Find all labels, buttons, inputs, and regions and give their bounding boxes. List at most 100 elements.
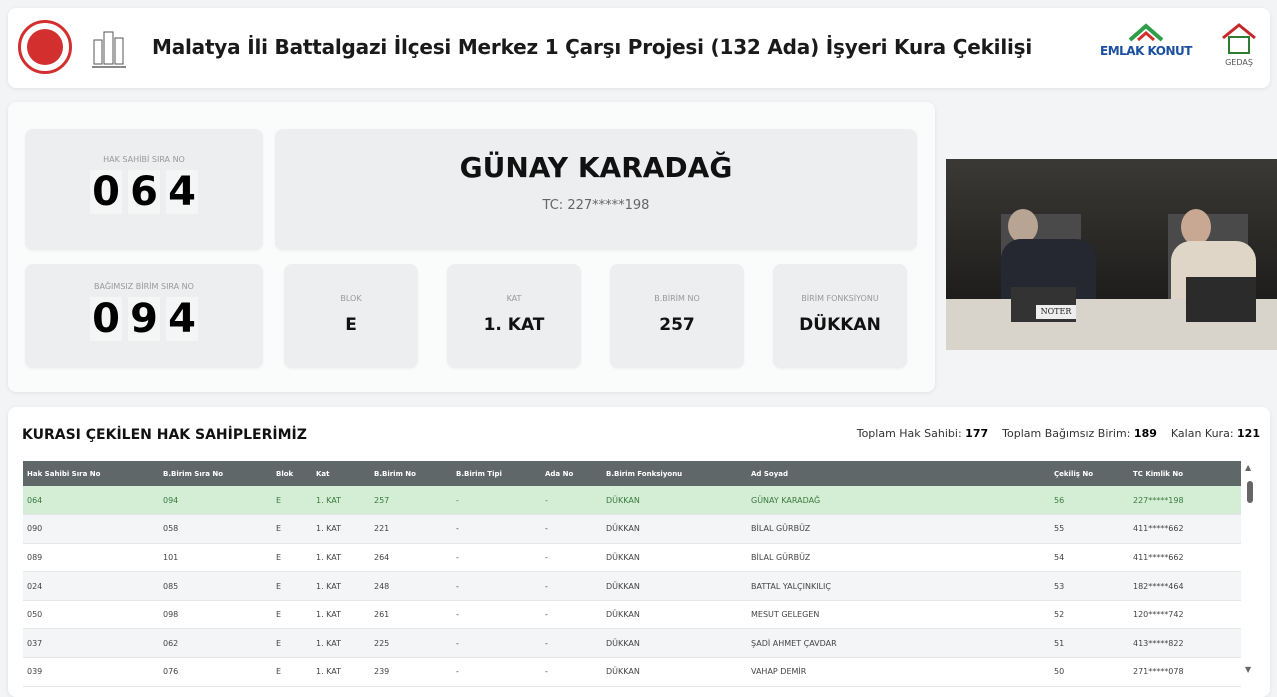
table-cell: -: [452, 543, 541, 573]
table-cell: 1. KAT: [312, 571, 370, 601]
table-cell: MESUT GELEGEN: [747, 600, 1050, 630]
table-cell: 54: [1050, 543, 1129, 573]
table-cell: VAHAP DEMİR: [747, 657, 1050, 687]
table-cell: -: [452, 628, 541, 659]
scrollbar[interactable]: ▲ ▼: [1244, 463, 1256, 683]
column-header: B.Birim Sıra No: [159, 461, 272, 486]
table-cell: DÜKKAN: [602, 543, 747, 573]
table-cell: -: [452, 514, 541, 544]
table-cell: BATTAL YALÇINKILIÇ: [747, 571, 1050, 601]
column-header: B.Birim No: [370, 461, 452, 486]
digit: 6: [128, 170, 160, 214]
table-cell: 225: [370, 628, 452, 659]
table-cell: 55: [1050, 514, 1129, 544]
stat-kalan-kura: Kalan Kura: 121: [1170, 427, 1260, 440]
table-title: KURASI ÇEKİLEN HAK SAHİPLERİMİZ: [22, 427, 307, 443]
header-bar: Malatya İli Battalgazi İlçesi Merkez 1 Ç…: [8, 8, 1270, 88]
table-cell: DÜKKAN: [602, 486, 747, 516]
digit: 4: [166, 297, 198, 341]
table-cell: 089: [23, 543, 159, 573]
table-cell: 411*****662: [1129, 514, 1241, 544]
detail-birim-no: B.BİRİM NO 257: [610, 264, 744, 368]
table-cell: 1. KAT: [312, 657, 370, 687]
table-cell: 53: [1050, 571, 1129, 601]
table-cell: 094: [159, 486, 272, 516]
table-cell: 090: [23, 514, 159, 544]
table-cell: DÜKKAN: [602, 571, 747, 601]
table-cell: E: [272, 514, 312, 544]
table-cell: -: [452, 657, 541, 687]
table-cell: 257: [370, 486, 452, 516]
hak-sahibi-card: HAK SAHİBİ SIRA NO 0 6 4: [25, 129, 263, 250]
table-cell: DÜKKAN: [602, 628, 747, 659]
table-cell: 52: [1050, 600, 1129, 630]
table-cell: 411*****662: [1129, 543, 1241, 573]
table-cell: E: [272, 657, 312, 687]
table-cell: BİLAL GÜRBÜZ: [747, 543, 1050, 573]
table-cell: DÜKKAN: [602, 600, 747, 630]
table-cell: 1. KAT: [312, 543, 370, 573]
table-row: 039 076 E 1. KAT 239- - DÜKKAN VAHAP DEMİR 50 271…: [23, 657, 1241, 687]
column-header: Ad Soyad: [747, 461, 1050, 486]
column-header: Blok: [272, 461, 312, 486]
table-cell: DÜKKAN: [602, 514, 747, 544]
table-cell: 037: [23, 628, 159, 659]
table-cell: 024: [23, 571, 159, 601]
table-cell: 062: [159, 628, 272, 659]
table-cell: 413*****822: [1129, 628, 1241, 659]
gedas-logo: GEDAŞ: [1216, 22, 1262, 72]
column-header: Ada No: [541, 461, 602, 486]
results-table: Hak Sahibi Sıra No B.Birim Sıra No Blok Kat…: [23, 461, 1241, 687]
table-row: 089 101 E 1. KAT 264- - DÜKKAN BİLAL GÜRBÜZ 54 41…: [23, 543, 1241, 573]
table-cell: 039: [23, 657, 159, 687]
live-video-feed: NOTER: [946, 159, 1277, 350]
drawn-list-panel: KURASI ÇEKİLEN HAK SAHİPLERİMİZ Toplam H…: [8, 407, 1270, 697]
table-cell: ŞADİ AHMET ÇAVDAR: [747, 628, 1050, 659]
emlak-konut-logo: EMLAK KONUT: [1094, 22, 1198, 74]
table-cell: 085: [159, 571, 272, 601]
table-cell: 56: [1050, 486, 1129, 516]
table-cell: -: [541, 657, 602, 687]
detail-blok: BLOK E: [284, 264, 418, 368]
digit: 0: [90, 170, 122, 214]
table-cell: 261: [370, 600, 452, 630]
table-cell: -: [541, 486, 602, 516]
table-cell: BİLAL GÜRBÜZ: [747, 514, 1050, 544]
table-cell: 1. KAT: [312, 514, 370, 544]
scroll-up-icon[interactable]: ▲: [1245, 463, 1252, 472]
table-cell: -: [541, 514, 602, 544]
scrollbar-thumb[interactable]: [1247, 481, 1253, 503]
table-cell: 076: [159, 657, 272, 687]
column-header: Çekiliş No: [1050, 461, 1129, 486]
table-cell: DÜKKAN: [602, 657, 747, 687]
table-cell: 1. KAT: [312, 628, 370, 659]
table-cell: 1. KAT: [312, 486, 370, 516]
table-cell: E: [272, 600, 312, 630]
table-cell: 098: [159, 600, 272, 630]
digit: 4: [166, 170, 198, 214]
detail-birim-fonksiyonu: BİRİM FONKSİYONU DÜKKAN: [773, 264, 907, 368]
stat-total-birim: Toplam Bağımsız Birim: 189: [1002, 427, 1157, 440]
column-header: B.Birim Tipi: [452, 461, 541, 486]
table-cell: 120*****742: [1129, 600, 1241, 630]
table-cell: 51: [1050, 628, 1129, 659]
column-header: TC Kimlik No: [1129, 461, 1241, 486]
table-row: 050 098 E 1. KAT 261- - DÜKKAN MESUT GELEGEN 52 1…: [23, 600, 1241, 630]
winner-tc: TC: 227*****198: [542, 198, 650, 213]
table-cell: 058: [159, 514, 272, 544]
table-cell: -: [541, 571, 602, 601]
scroll-down-icon[interactable]: ▼: [1245, 665, 1252, 674]
table-cell: GÜNAY KARADAĞ: [747, 486, 1050, 516]
table-row: 090 058 E 1. KAT 221- - DÜKKAN BİLAL GÜRBÜZ 55 41…: [23, 514, 1241, 544]
table-cell: 264: [370, 543, 452, 573]
table-row: 037 062 E 1. KAT 225- - DÜKKAN ŞADİ AHMET ÇAVDA…: [23, 628, 1241, 659]
table-cell: 101: [159, 543, 272, 573]
noter-sign: NOTER: [1036, 305, 1076, 319]
table-cell: 227*****198: [1129, 486, 1241, 516]
table-cell: -: [452, 571, 541, 601]
table-cell: 182*****464: [1129, 571, 1241, 601]
column-header: Kat: [312, 461, 370, 486]
digit: 9: [128, 297, 160, 341]
table-cell: E: [272, 571, 312, 601]
table-cell: 239: [370, 657, 452, 687]
